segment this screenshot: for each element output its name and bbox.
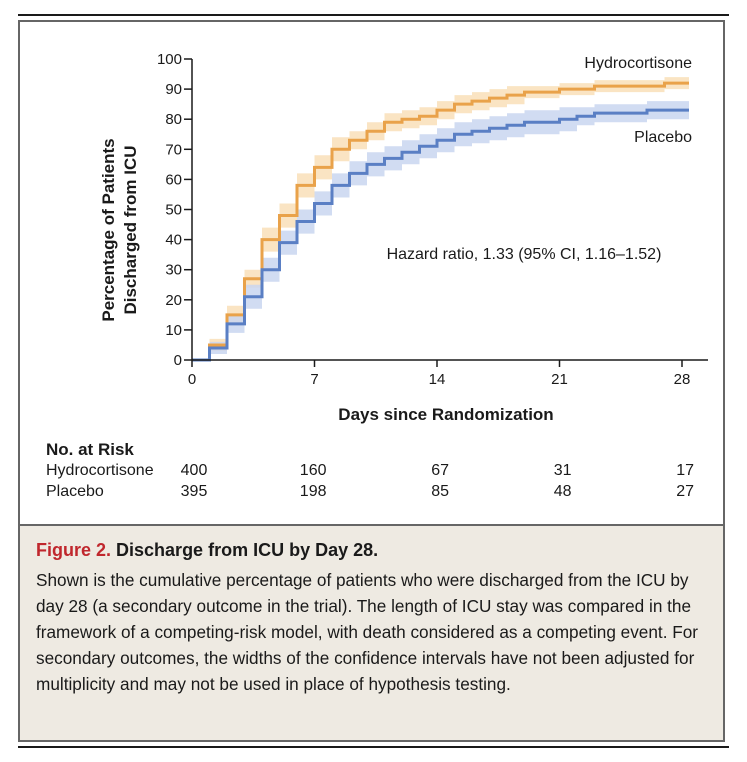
y-tick-label: 10	[165, 322, 182, 339]
figure-box: 0 10 20 30 40 50 60 70 80 90 100 0 7 14 21 28 Percentag…	[18, 20, 725, 742]
series-lines	[192, 81, 689, 362]
x-tick-label: 28	[674, 371, 691, 388]
risk-cell: 31	[553, 462, 572, 479]
top-rule	[18, 14, 729, 16]
y-axis-label-line-2: Discharged from ICU	[121, 145, 140, 314]
legend-placebo: Placebo	[634, 129, 692, 146]
y-tick-label: 80	[165, 111, 182, 128]
caption-body: Shown is the cumulative percentage of pa…	[36, 570, 699, 694]
chart-area: 0 10 20 30 40 50 60 70 80 90 100 0 7 14 21 28 Percentag…	[20, 22, 723, 522]
y-tick-label: 100	[157, 51, 182, 68]
bottom-rule	[18, 746, 729, 748]
y-tick-label: 70	[165, 141, 182, 158]
km-chart: 0 10 20 30 40 50 60 70 80 90 100 0 7 14 21 28 Percentag…	[99, 51, 708, 424]
y-tick-label: 30	[165, 262, 182, 279]
risk-cell: 27	[676, 483, 694, 500]
y-tick-label: 60	[165, 171, 182, 188]
risk-cell: 48	[553, 483, 572, 500]
caption-title-line: Figure 2. Discharge from ICU by Day 28.	[36, 540, 707, 561]
risk-cell: 198	[299, 483, 327, 500]
y-axis-label: Percentage of Patients Discharged from IC…	[99, 138, 140, 321]
x-tick-label: 14	[429, 371, 446, 388]
risk-table-title: No. at Risk	[46, 440, 134, 459]
axes: 0 10 20 30 40 50 60 70 80 90 100 0 7 14 21 28	[157, 51, 708, 388]
risk-cell: 17	[676, 462, 694, 479]
ci-band-hydrocortisone	[192, 77, 689, 360]
y-tick-label: 40	[165, 232, 182, 249]
x-tick-label: 7	[310, 371, 318, 388]
caption-figure-label: Figure 2.	[36, 540, 112, 560]
series-line-placebo	[192, 108, 689, 362]
risk-cell: 400	[180, 462, 208, 479]
y-tick-label: 20	[165, 292, 182, 309]
caption-title: Discharge from ICU by Day 28.	[116, 540, 379, 560]
x-axis-label: Days since Randomization	[338, 405, 553, 424]
series-line-hydrocortisone	[192, 81, 689, 362]
hazard-ratio-annotation: Hazard ratio, 1.33 (95% CI, 1.16–1.52)	[387, 246, 662, 263]
y-tick-label: 0	[174, 352, 182, 369]
confidence-bands	[192, 77, 689, 360]
risk-row-label: Hydrocortisone	[46, 462, 154, 479]
risk-row-label: Placebo	[46, 483, 104, 500]
risk-cell: 160	[299, 462, 327, 479]
risk-cell: 67	[431, 462, 449, 479]
y-tick-label: 50	[165, 202, 182, 219]
chart-labels: Percentage of Patients Discharged from IC…	[99, 55, 692, 424]
figure-caption: Figure 2. Discharge from ICU by Day 28. …	[20, 524, 723, 740]
x-tick-label: 21	[551, 371, 568, 388]
risk-cell: 85	[431, 483, 449, 500]
x-tick-label: 0	[188, 371, 196, 388]
legend-hydrocortisone: Hydrocortisone	[584, 55, 692, 72]
y-tick-label: 90	[165, 81, 182, 98]
risk-cell: 395	[180, 483, 208, 500]
y-axis-label-line-1: Percentage of Patients	[99, 138, 118, 321]
